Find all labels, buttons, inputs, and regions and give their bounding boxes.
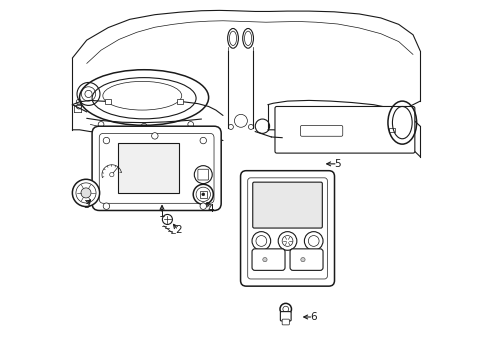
FancyBboxPatch shape bbox=[252, 182, 322, 228]
Text: 6: 6 bbox=[309, 312, 316, 322]
FancyBboxPatch shape bbox=[282, 319, 289, 325]
Circle shape bbox=[193, 184, 213, 204]
FancyBboxPatch shape bbox=[105, 99, 111, 104]
FancyBboxPatch shape bbox=[274, 107, 414, 153]
FancyBboxPatch shape bbox=[251, 249, 285, 270]
Circle shape bbox=[103, 137, 109, 144]
Circle shape bbox=[280, 303, 291, 315]
FancyBboxPatch shape bbox=[176, 99, 183, 104]
FancyBboxPatch shape bbox=[280, 312, 290, 321]
Circle shape bbox=[81, 188, 91, 198]
FancyBboxPatch shape bbox=[92, 126, 221, 211]
Circle shape bbox=[162, 215, 172, 225]
FancyBboxPatch shape bbox=[289, 249, 323, 270]
Circle shape bbox=[200, 137, 206, 144]
FancyBboxPatch shape bbox=[240, 171, 334, 286]
Circle shape bbox=[202, 193, 204, 196]
Text: 3: 3 bbox=[82, 200, 89, 210]
Text: 2: 2 bbox=[175, 225, 181, 235]
FancyBboxPatch shape bbox=[118, 143, 179, 193]
Circle shape bbox=[251, 231, 270, 250]
Circle shape bbox=[278, 231, 296, 250]
Ellipse shape bbox=[102, 81, 182, 110]
Circle shape bbox=[200, 203, 206, 210]
Circle shape bbox=[103, 203, 109, 210]
Circle shape bbox=[151, 133, 158, 139]
Circle shape bbox=[72, 179, 100, 207]
Circle shape bbox=[109, 172, 114, 177]
Text: 5: 5 bbox=[334, 159, 340, 169]
Text: 1: 1 bbox=[159, 209, 165, 219]
Circle shape bbox=[300, 257, 305, 262]
Circle shape bbox=[262, 257, 266, 262]
Text: 4: 4 bbox=[207, 204, 213, 214]
Circle shape bbox=[304, 231, 323, 250]
